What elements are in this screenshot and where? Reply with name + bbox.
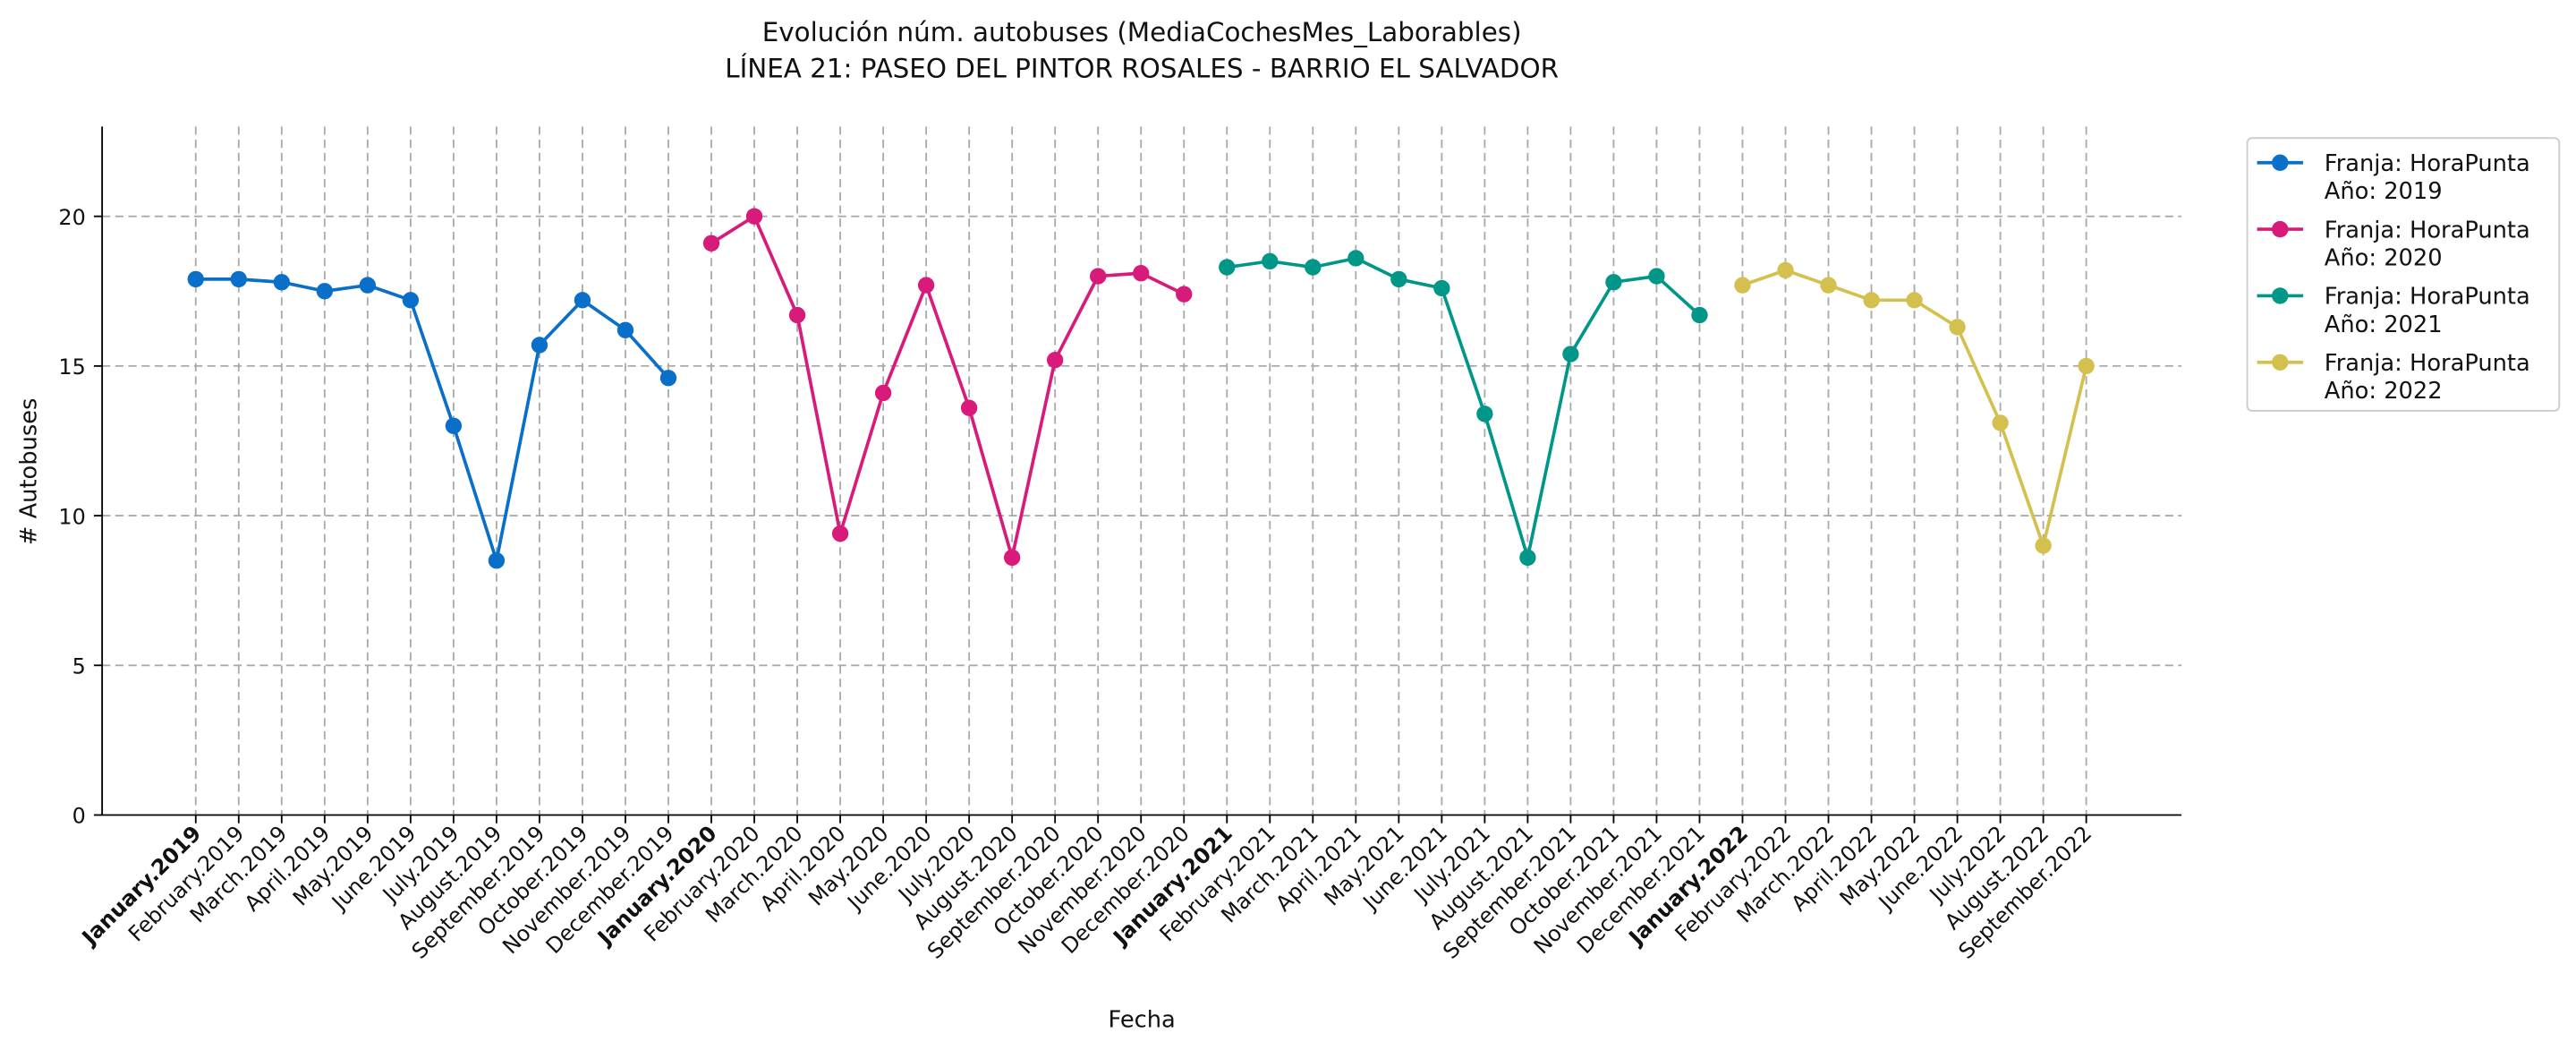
data-point xyxy=(1949,319,1966,336)
legend-label: Franja: HoraPunta Año: 2021 xyxy=(2325,284,2530,338)
data-point xyxy=(917,277,935,294)
data-point xyxy=(1176,286,1193,303)
data-point xyxy=(960,399,978,416)
data-point xyxy=(788,306,806,324)
data-point xyxy=(1992,414,2009,431)
data-point xyxy=(1820,277,1837,294)
data-point xyxy=(488,552,506,569)
data-point xyxy=(359,277,377,294)
y-tick-label: 0 xyxy=(72,804,86,829)
data-point xyxy=(1348,250,1365,267)
data-point xyxy=(1691,306,1708,324)
data-point xyxy=(2078,357,2095,375)
data-point xyxy=(1648,268,1665,285)
data-point xyxy=(1562,346,1579,363)
data-point xyxy=(1046,352,1064,369)
legend-box xyxy=(2246,137,2561,412)
y-tick-label: 15 xyxy=(58,354,85,380)
data-point xyxy=(1262,252,1279,270)
legend-marker xyxy=(2272,154,2289,171)
data-point xyxy=(230,270,247,288)
data-point xyxy=(2035,537,2052,554)
data-point xyxy=(402,292,420,309)
chart-subtitle: LÍNEA 21: PASEO DEL PINTOR ROSALES - BAR… xyxy=(725,52,1559,83)
y-tick-label: 5 xyxy=(72,653,86,679)
data-point xyxy=(745,208,763,225)
x-axis-label: Fecha xyxy=(1108,1006,1175,1033)
data-point xyxy=(1390,270,1407,288)
data-point xyxy=(702,235,720,252)
data-point xyxy=(1090,268,1107,285)
series-line xyxy=(1226,256,1701,559)
y-tick-label: 10 xyxy=(58,504,85,529)
y-axis-label: # Autobuses xyxy=(16,398,43,546)
data-point xyxy=(659,370,677,387)
data-point xyxy=(1433,279,1450,297)
data-point xyxy=(1219,259,1236,276)
data-point xyxy=(1476,405,1493,423)
data-point xyxy=(874,384,892,402)
data-point xyxy=(1734,277,1751,294)
data-point xyxy=(574,292,591,309)
data-point xyxy=(616,321,634,338)
data-point xyxy=(187,270,204,288)
data-point xyxy=(1777,261,1794,279)
y-tick-label: 20 xyxy=(58,205,85,230)
data-point xyxy=(1906,292,1923,309)
data-point xyxy=(531,337,548,354)
legend-label: Franja: HoraPunta Año: 2020 xyxy=(2325,217,2530,271)
data-point xyxy=(1863,292,1880,309)
data-point xyxy=(1003,549,1021,567)
legend-label: Franja: HoraPunta Año: 2022 xyxy=(2325,350,2530,405)
data-point xyxy=(1605,274,1622,291)
chart-title: Evolución núm. autobuses (MediaCochesMes… xyxy=(762,17,1522,47)
data-point xyxy=(1133,265,1150,282)
series-line xyxy=(710,213,1186,559)
legend-marker xyxy=(2272,354,2289,371)
data-point xyxy=(1305,259,1322,276)
data-point xyxy=(1519,549,1536,567)
series-line xyxy=(195,277,670,568)
data-point xyxy=(273,274,290,291)
data-point xyxy=(445,417,463,434)
data-point xyxy=(831,525,849,542)
legend-marker xyxy=(2272,287,2289,304)
legend-label: Franja: HoraPunta Año: 2019 xyxy=(2325,150,2530,205)
legend-marker xyxy=(2272,220,2289,238)
data-point xyxy=(316,283,334,300)
